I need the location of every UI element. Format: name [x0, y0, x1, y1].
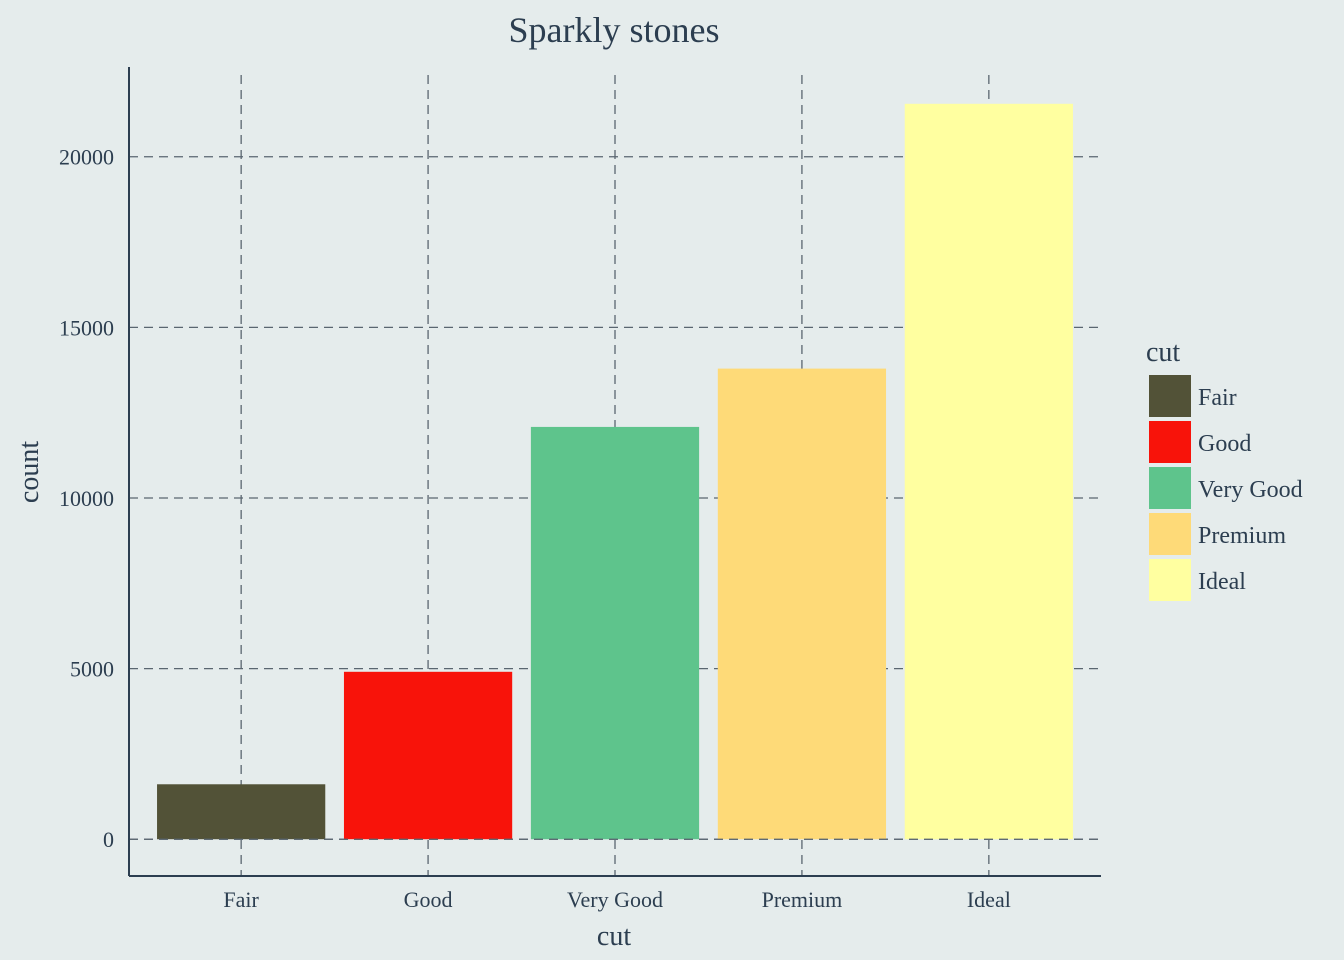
legend-swatch [1149, 559, 1191, 601]
legend-title: cut [1146, 337, 1180, 368]
legend-label: Very Good [1198, 477, 1303, 503]
x-tick-label: Very Good [567, 887, 663, 912]
bars [129, 103, 1101, 840]
bar [904, 103, 1073, 840]
x-tick-label: Premium [762, 887, 843, 912]
chart-title: Sparkly stones [509, 10, 720, 50]
y-tick-label: 15000 [59, 315, 114, 340]
legend-label: Ideal [1198, 569, 1246, 595]
x-tick-label: Good [404, 887, 453, 912]
y-tick-label: 20000 [59, 145, 114, 170]
y-tick-label: 5000 [70, 657, 114, 682]
bar [343, 671, 513, 840]
x-tick-label: Ideal [967, 887, 1011, 912]
x-axis-label: cut [597, 921, 631, 952]
legend-swatch [1149, 467, 1191, 509]
y-axis-label: count [14, 441, 45, 503]
bar [157, 784, 326, 840]
y-tick-labels: 0 5000 10000 15000 20000 [59, 145, 114, 852]
bar [717, 368, 887, 840]
axes [128, 67, 1101, 877]
legend-label: Premium [1198, 523, 1286, 549]
legend-swatch [1149, 375, 1191, 417]
y-tick-label: 10000 [59, 486, 114, 511]
legend-label: Fair [1198, 385, 1237, 411]
legend-swatch [1149, 421, 1191, 463]
legend-label: Good [1198, 431, 1251, 457]
y-tick-label: 0 [103, 827, 114, 852]
x-tick-labels: Fair Good Very Good Premium Ideal [223, 887, 1010, 912]
x-tick-label: Fair [223, 887, 259, 912]
bar [530, 426, 700, 840]
legend-swatch [1149, 513, 1191, 555]
legend-items: Fair Good Very Good Premium Ideal [1149, 375, 1303, 601]
legend: cut Fair Good Very Good Premium Ideal [1146, 337, 1303, 601]
